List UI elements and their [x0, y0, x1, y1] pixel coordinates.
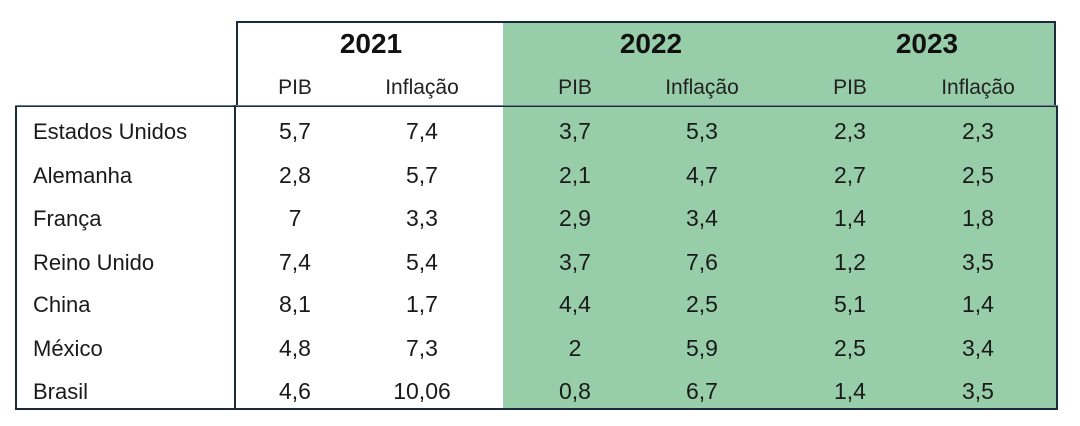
shaded-region-2022-2023: [503, 22, 1056, 408]
subheader-pib-2022: PIB: [558, 76, 592, 99]
table-cell: 2,5: [962, 162, 994, 188]
table-cell: 4,6: [279, 378, 311, 404]
table-cell: 2,8: [279, 162, 311, 188]
table-cell: 1,8: [962, 205, 994, 231]
table-cell: 7,4: [279, 249, 311, 275]
table-cell: 8,1: [279, 291, 311, 317]
table-cell: 2: [568, 335, 582, 361]
country-label: Reino Unido: [33, 250, 155, 275]
table-cell: 3,7: [559, 118, 591, 144]
table-cell: 4,8: [279, 335, 311, 361]
table-cell: 2,9: [559, 205, 591, 231]
table-cell: 5,3: [686, 118, 718, 144]
subheader-pib-2023: PIB: [833, 76, 867, 99]
table-cell: 1,4: [834, 205, 866, 231]
table-cell: 3,5: [962, 249, 994, 275]
table-cell: 5,7: [279, 118, 311, 144]
table-cell: 3,3: [406, 205, 438, 231]
table-cell: 1,4: [962, 291, 994, 317]
table-cell: 2,1: [559, 162, 591, 188]
table-cell: 3,4: [962, 335, 994, 361]
table-cell: 6,7: [686, 378, 718, 404]
table-cell: 10,06: [393, 378, 451, 404]
subheader-inflacao-2022: Inflação: [665, 76, 739, 99]
table-cell: 4,7: [686, 162, 718, 188]
table-cell: 3,5: [962, 378, 994, 404]
table-cell: 2,7: [834, 162, 866, 188]
year-header-2022: 2022: [619, 28, 683, 59]
table-cell: 1,7: [406, 291, 438, 317]
header-border: [236, 21, 1056, 105]
table-cell: 7: [288, 205, 302, 231]
table-cell: 5,9: [686, 335, 718, 361]
table-cell: 2,5: [834, 335, 866, 361]
country-label: China: [33, 292, 91, 317]
table-cell: 7,3: [406, 335, 438, 361]
table-body-border: [15, 105, 1058, 410]
table-cell: 7,4: [406, 118, 438, 144]
country-label: Alemanha: [33, 163, 133, 188]
country-label: França: [33, 206, 102, 231]
table-cell: 0,8: [559, 378, 591, 404]
table-cell: 3,4: [686, 205, 718, 231]
subheader-inflacao-2021: Inflação: [385, 76, 459, 99]
year-header-2023: 2023: [895, 28, 959, 59]
table-cell: 2,5: [686, 291, 718, 317]
table-cell: 4,4: [559, 291, 591, 317]
subheader-inflacao-2023: Inflação: [941, 76, 1015, 99]
table-cell: 5,1: [834, 291, 866, 317]
subheader-pib-2021: PIB: [278, 76, 312, 99]
table-cell: 5,7: [406, 162, 438, 188]
table-cell: 5,4: [406, 249, 438, 275]
table-cell: 7,6: [686, 249, 718, 275]
table-cell: 1,4: [834, 378, 866, 404]
table-cell: 2,3: [962, 118, 994, 144]
table-cell: 3,7: [559, 249, 591, 275]
country-label: Brasil: [33, 379, 89, 404]
country-label: México: [33, 336, 103, 361]
table-cell: 1,2: [834, 249, 866, 275]
country-column-separator: [234, 105, 236, 410]
year-header-2021: 2021: [339, 28, 403, 59]
table-cell: 2,3: [834, 118, 866, 144]
country-label: Estados Unidos: [33, 119, 188, 144]
